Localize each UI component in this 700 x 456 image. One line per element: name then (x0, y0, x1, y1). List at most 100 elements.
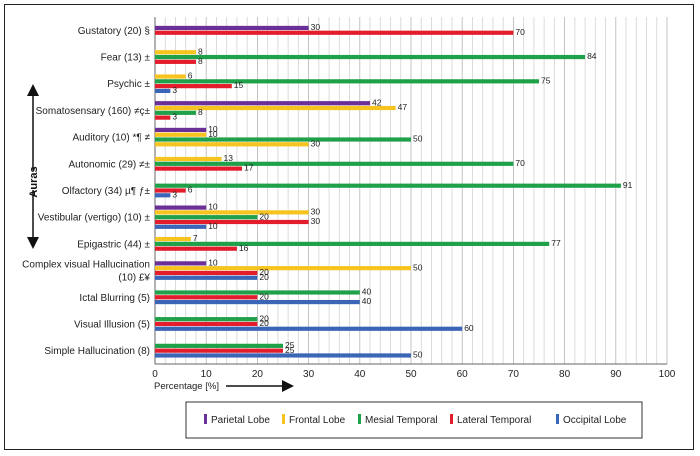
legend-item: Frontal Lobe (282, 414, 346, 426)
legend-swatch (204, 414, 207, 424)
category-label: Complex visual Hallucination (22, 260, 150, 271)
value-label: 10 (208, 202, 218, 212)
value-label: 70 (515, 27, 525, 37)
bar (155, 137, 411, 142)
bar (155, 74, 186, 79)
bar (155, 115, 171, 120)
value-label: 8 (198, 107, 203, 117)
value-label: 25 (285, 345, 295, 355)
legend-label: Mesial Temporal (365, 415, 438, 426)
x-tick-label: 10 (201, 369, 213, 380)
value-label: 70 (515, 158, 525, 168)
legend-label: Parietal Lobe (211, 415, 270, 426)
bar (155, 353, 411, 358)
value-label: 10 (208, 129, 218, 139)
value-label: 30 (311, 22, 321, 32)
bar (155, 317, 258, 322)
bar (155, 142, 309, 147)
x-tick-label: 70 (508, 369, 520, 380)
value-label: 30 (311, 216, 321, 226)
grid-lines (154, 17, 668, 365)
bar (155, 183, 621, 188)
value-label: 10 (208, 124, 218, 134)
value-label: 50 (413, 350, 423, 360)
legend-item: Mesial Temporal (358, 414, 438, 426)
value-label: 8 (198, 56, 203, 66)
bar (155, 166, 243, 171)
bar (155, 188, 186, 193)
value-label: 50 (413, 262, 423, 272)
x-tick-label: 0 (152, 369, 158, 380)
x-tick-label: 90 (610, 369, 622, 380)
bar (155, 270, 258, 276)
value-label: 3 (172, 85, 177, 95)
value-label: 25 (285, 340, 295, 350)
value-label: 47 (398, 102, 408, 112)
value-label: 60 (464, 323, 474, 333)
bar (155, 88, 171, 94)
bar (155, 275, 258, 280)
bar (155, 261, 207, 266)
x-tick-label: 30 (303, 369, 315, 380)
chart-frame (4, 4, 694, 450)
bar (155, 246, 237, 251)
category-label: Ictal Blurring (5) (79, 293, 150, 304)
category-label: Autonomic (29) ≠± (68, 159, 150, 170)
category-label: Simple Hallucination (8) (44, 346, 150, 357)
bar (155, 110, 196, 115)
value-label: 7 (193, 233, 198, 243)
x-tick-label: 40 (354, 369, 366, 380)
value-label: 3 (172, 189, 177, 199)
bar (155, 132, 207, 137)
bar (155, 105, 396, 111)
value-label: 3 (172, 112, 177, 122)
value-label: 30 (311, 138, 321, 148)
bar (155, 241, 550, 246)
category-label: Vestibular (vertigo) (10) ± (38, 213, 151, 224)
value-label: 8 (198, 46, 203, 56)
category-label: Epigastric (44) ± (77, 239, 150, 250)
category-label: Gustatory (20) § (78, 26, 150, 37)
bar (155, 295, 258, 300)
legend: Parietal Lobe Frontal Lobe Mesial Temporal… (204, 414, 627, 426)
bar (155, 161, 514, 166)
x-tick-label: 50 (405, 369, 417, 380)
bar (155, 321, 258, 327)
value-label: 20 (259, 313, 269, 323)
value-label: 77 (551, 238, 561, 248)
value-label: 20 (259, 318, 269, 328)
value-label: 10 (208, 221, 218, 231)
bar (155, 290, 360, 295)
bar (155, 343, 283, 348)
legend-swatch (450, 414, 453, 424)
value-label: 16 (239, 243, 249, 253)
x-tick-label: 20 (252, 369, 264, 380)
category-label: Psychic ± (107, 79, 150, 90)
value-label: 20 (259, 267, 269, 277)
legend-label: Frontal Lobe (289, 415, 346, 426)
bar (155, 156, 222, 162)
value-label: 20 (259, 291, 269, 301)
category-label: Somatosensary (160) ≠ç± (36, 106, 151, 117)
category-label: Auditory (10) *¶ ≠ (72, 133, 150, 144)
bar (155, 236, 191, 242)
category-label: Fear (13) ± (101, 53, 151, 64)
bar (155, 79, 539, 84)
legend-item: Parietal Lobe (204, 414, 270, 426)
value-label: 30 (311, 206, 321, 216)
x-tick-label: 80 (559, 369, 571, 380)
x-tick-label: 100 (659, 369, 676, 380)
value-label: 17 (244, 163, 254, 173)
bar (155, 219, 309, 225)
bar (155, 54, 586, 60)
legend-item: Lateral Temporal (450, 414, 531, 426)
legend-label: Lateral Temporal (457, 415, 531, 426)
legend-swatch (358, 414, 361, 424)
category-labels: Gustatory (20) § Fear (13) ± Psychic ± Soma… (22, 26, 150, 357)
value-label: 20 (259, 272, 269, 282)
bar (155, 30, 514, 35)
value-label: 75 (541, 75, 551, 85)
bar (155, 326, 463, 331)
